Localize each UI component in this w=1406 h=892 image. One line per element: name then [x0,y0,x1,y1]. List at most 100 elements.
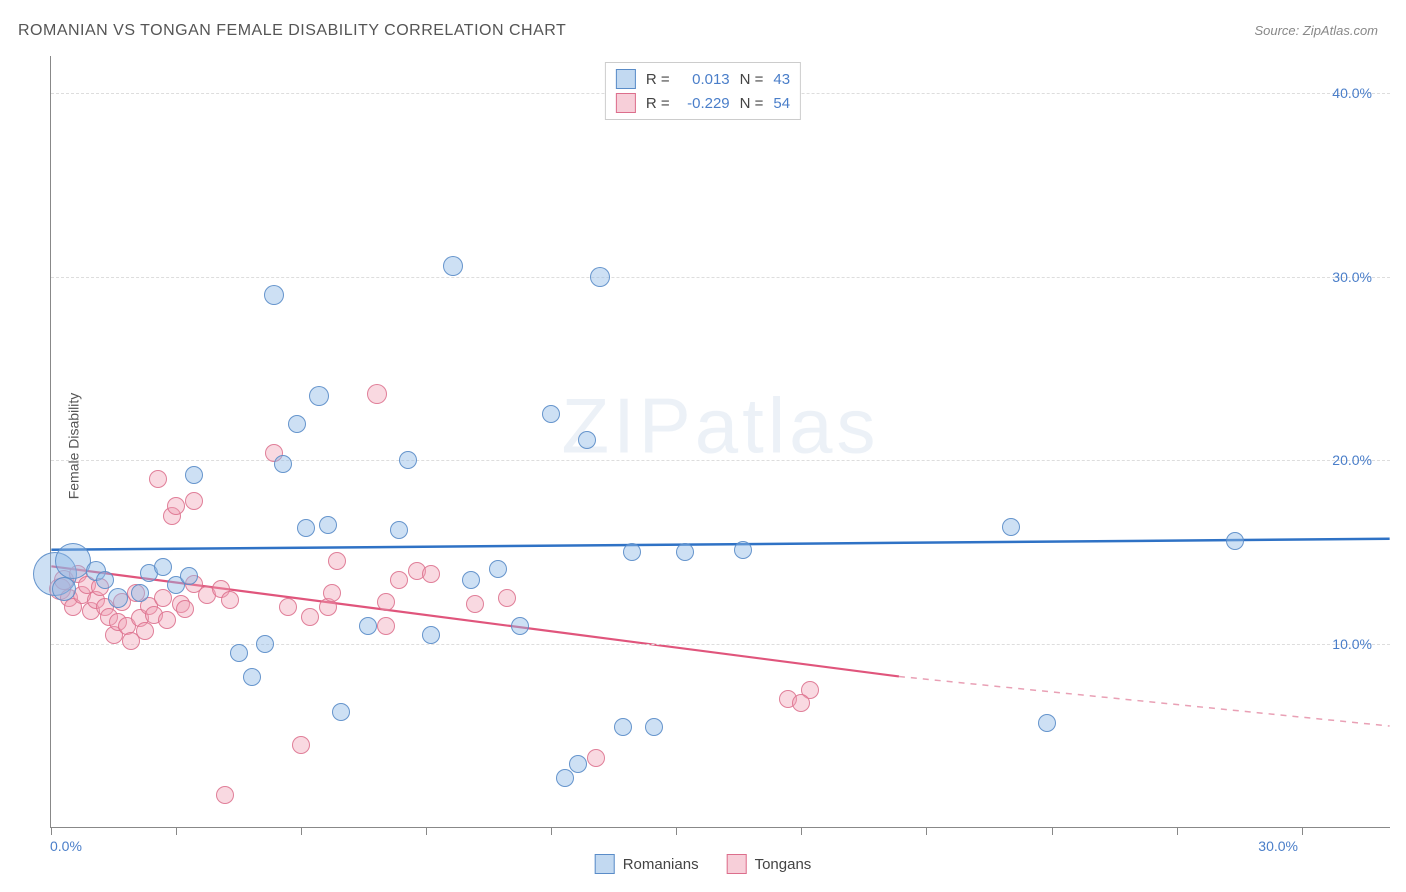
data-point-pink [377,617,395,635]
data-point-blue [569,755,587,773]
source-attribution: Source: ZipAtlas.com [1254,23,1378,38]
data-point-pink [466,595,484,613]
x-axis-max-label: 30.0% [1258,838,1298,854]
data-point-blue [511,617,529,635]
n-label: N = [740,71,764,88]
legend-label: Romanians [623,856,699,873]
stats-row: R = -0.229 N = 54 [616,91,790,115]
data-point-pink [323,584,341,602]
series-legend: Romanians Tongans [595,854,812,874]
x-tick [676,827,677,835]
data-point-pink [176,600,194,618]
data-point-pink [301,608,319,626]
data-point-blue [332,703,350,721]
data-point-blue [264,285,284,305]
watermark-bold: ZIP [561,382,694,470]
swatch-blue [595,854,615,874]
data-point-pink [367,384,387,404]
swatch-pink [616,93,636,113]
x-axis-min-label: 0.0% [50,838,82,854]
data-point-blue [309,386,329,406]
y-tick-label: 20.0% [1332,452,1372,468]
data-point-blue [578,431,596,449]
data-point-pink [136,622,154,640]
data-point-pink [377,593,395,611]
data-point-blue [359,617,377,635]
legend-item: Tongans [727,854,812,874]
gridline [51,460,1390,461]
data-point-blue [319,516,337,534]
data-point-blue [676,543,694,561]
data-point-blue [399,451,417,469]
y-tick-label: 10.0% [1332,636,1372,652]
data-point-pink [216,786,234,804]
data-point-pink [328,552,346,570]
data-point-blue [645,718,663,736]
data-point-blue [180,567,198,585]
watermark: ZIPatlas [561,381,879,472]
x-tick [1177,827,1178,835]
x-tick [426,827,427,835]
chart-title: ROMANIAN VS TONGAN FEMALE DISABILITY COR… [18,22,566,40]
n-label: N = [740,95,764,112]
r-label: R = [646,95,670,112]
data-point-pink [279,598,297,616]
swatch-pink [727,854,747,874]
data-point-pink [792,694,810,712]
legend-label: Tongans [755,856,812,873]
data-point-pink [158,611,176,629]
data-point-blue [131,584,149,602]
data-point-blue [288,415,306,433]
data-point-blue [154,558,172,576]
data-point-blue [462,571,480,589]
trend-lines [51,56,1390,827]
x-tick [51,827,52,835]
data-point-pink [390,571,408,589]
data-point-blue [590,267,610,287]
x-tick [801,827,802,835]
n-value: 43 [773,71,790,88]
x-tick [301,827,302,835]
gridline [51,644,1390,645]
data-point-pink [587,749,605,767]
data-point-blue [243,668,261,686]
x-tick [926,827,927,835]
data-point-pink [422,565,440,583]
data-point-pink [167,497,185,515]
x-tick [1052,827,1053,835]
data-point-blue [1226,532,1244,550]
r-label: R = [646,71,670,88]
data-point-blue [1002,518,1020,536]
x-tick [551,827,552,835]
y-tick-label: 40.0% [1332,85,1372,101]
data-point-pink [292,736,310,754]
correlation-legend: R = 0.013 N = 43 R = -0.229 N = 54 [605,62,801,120]
stats-row: R = 0.013 N = 43 [616,67,790,91]
x-tick [176,827,177,835]
r-value: 0.013 [680,71,730,88]
n-value: 54 [773,95,790,112]
data-point-blue [422,626,440,644]
data-point-blue [1038,714,1056,732]
gridline [51,277,1390,278]
data-point-blue [556,769,574,787]
data-point-blue [734,541,752,559]
data-point-blue [96,571,114,589]
trend-line [899,676,1390,726]
r-value: -0.229 [680,95,730,112]
data-point-blue [185,466,203,484]
data-point-blue [614,718,632,736]
data-point-blue [108,588,128,608]
data-point-pink [149,470,167,488]
data-point-blue [542,405,560,423]
data-point-blue [390,521,408,539]
data-point-pink [221,591,239,609]
x-tick [1302,827,1303,835]
y-tick-label: 30.0% [1332,269,1372,285]
data-point-blue [256,635,274,653]
data-point-blue [297,519,315,537]
data-point-blue [230,644,248,662]
data-point-pink [498,589,516,607]
plot-area: ZIPatlas 10.0% 20.0% 30.0% 40.0% [50,56,1390,828]
watermark-rest: atlas [695,382,880,470]
